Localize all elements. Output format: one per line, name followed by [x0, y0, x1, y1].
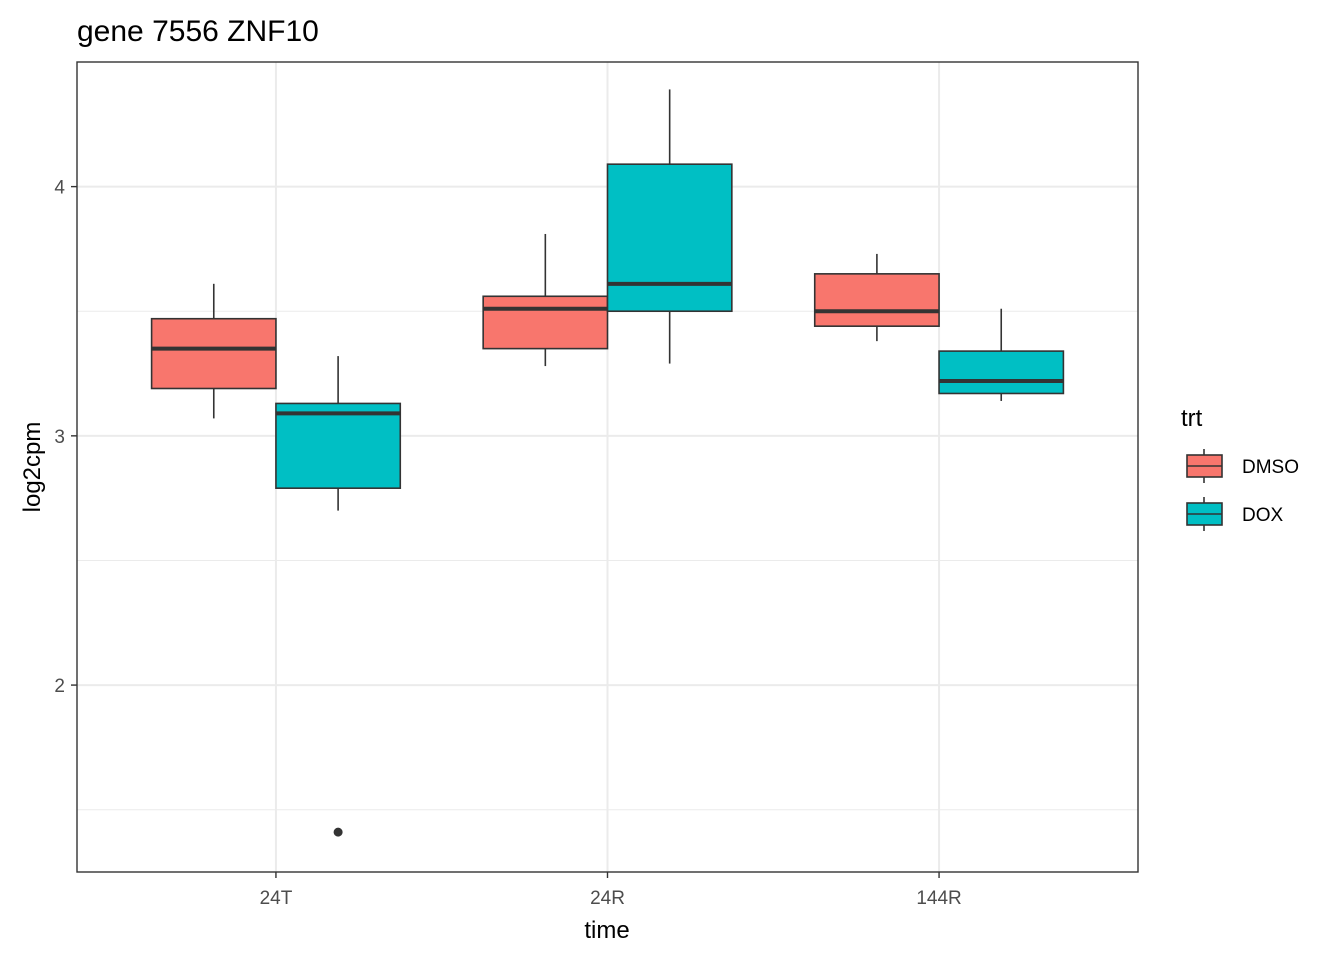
box-body: [606, 163, 733, 313]
chart-title: gene 7556 ZNF10: [77, 15, 319, 48]
legend-entry-dmso: DMSO: [1186, 449, 1299, 483]
legend-title: trt: [1181, 405, 1203, 432]
box-dox-24r: [606, 89, 733, 364]
box-series: [150, 89, 1065, 837]
box-body: [813, 273, 940, 327]
box-body: [938, 350, 1065, 395]
box-dmso-24t: [150, 283, 277, 419]
box-dmso-24r: [482, 233, 609, 367]
box-dox-24t: [275, 356, 402, 837]
legend: trt DMSO DOX: [1181, 405, 1299, 531]
box-dox-144r: [938, 308, 1065, 401]
y-tick-label: 3: [54, 427, 65, 448]
y-axis: 2 3 4: [54, 178, 77, 697]
legend-label: DOX: [1242, 505, 1284, 526]
box-body: [482, 295, 609, 350]
y-tick-label: 2: [54, 676, 65, 697]
x-tick-label: 24T: [260, 888, 293, 909]
box-body: [150, 317, 277, 390]
box-dmso-144r: [813, 253, 940, 342]
x-tick-label: 144R: [916, 888, 961, 909]
y-tick-label: 4: [54, 178, 65, 199]
box-body: [275, 402, 402, 489]
y-axis-title: log2cpm: [19, 422, 46, 513]
x-axis: 24T 24R 144R: [260, 872, 962, 909]
legend-entry-dox: DOX: [1186, 497, 1284, 531]
x-tick-label: 24R: [590, 888, 625, 909]
x-axis-title: time: [584, 917, 629, 944]
legend-label: DMSO: [1242, 457, 1299, 478]
outlier-point: [333, 827, 343, 837]
